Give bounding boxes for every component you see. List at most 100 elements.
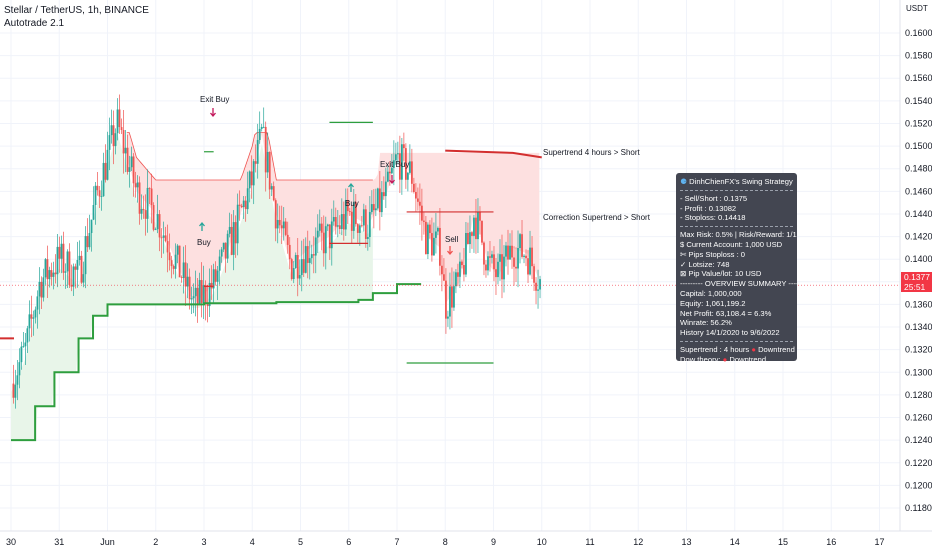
candle — [122, 129, 125, 154]
candle — [124, 147, 127, 154]
candle — [162, 235, 165, 238]
candle — [439, 227, 441, 266]
candle — [268, 151, 271, 190]
candle — [208, 282, 211, 307]
candle — [238, 204, 241, 206]
price-tick-label: 0.1220 — [905, 458, 932, 468]
candle — [461, 261, 463, 266]
time-tick-label: 17 — [874, 537, 884, 547]
candle — [453, 286, 455, 308]
candle — [348, 211, 351, 212]
candle — [202, 285, 205, 303]
candle — [334, 217, 337, 227]
candle — [258, 128, 261, 140]
dow-status-value: Downtrend — [729, 354, 767, 364]
price-unit: USDT — [906, 4, 928, 13]
time-tick-label: 14 — [730, 537, 740, 547]
buy-arrow-icon — [199, 221, 205, 231]
candle — [533, 266, 535, 283]
candle — [427, 224, 429, 255]
candle — [485, 264, 487, 271]
candle — [471, 232, 473, 236]
time-tick-label: 15 — [778, 537, 788, 547]
candle — [176, 245, 179, 255]
candle — [328, 224, 331, 249]
candle — [230, 226, 233, 255]
candle — [88, 233, 91, 248]
candle — [96, 185, 99, 191]
candle — [513, 257, 515, 267]
price-tick-label: 0.1480 — [905, 164, 932, 174]
supertrend-status: Supertrend : 4 hours ● Downtrend — [680, 344, 795, 355]
price-tick-label: 0.1260 — [905, 413, 932, 423]
candle — [30, 314, 33, 319]
candle — [336, 225, 339, 227]
candle — [48, 270, 51, 280]
candle — [60, 243, 63, 259]
time-tick-label: 10 — [537, 537, 547, 547]
candle — [429, 224, 431, 234]
risk-line: ✓ Lotsize: 748 — [680, 259, 730, 269]
exit-buy-label-1: Exit Buy — [200, 95, 229, 104]
candle — [372, 204, 375, 211]
overview-line: Winrate: 56.2% — [680, 318, 732, 328]
exit-arrow-icon — [389, 175, 395, 185]
candle — [535, 282, 537, 291]
candle — [184, 262, 187, 287]
candle — [20, 346, 23, 363]
current-price: 0.1377 — [904, 272, 930, 282]
candle — [497, 261, 499, 278]
candle — [244, 200, 247, 210]
dow-status-label: Dow theory: — [680, 354, 721, 364]
candle — [194, 287, 197, 297]
indicator-name[interactable]: Autotrade 2.1 — [4, 18, 65, 29]
divider — [680, 189, 793, 191]
candle — [322, 232, 325, 254]
candle — [302, 259, 305, 273]
price-axis: 0.1600 0.1580 0.1560 0.1540 0.1520 0.1500 0.14… — [899, 0, 932, 531]
candle — [232, 222, 235, 255]
candle — [433, 237, 435, 256]
candle — [388, 171, 391, 174]
supertrend-status-value: Downtrend — [758, 344, 795, 354]
candle — [515, 266, 517, 269]
candle — [108, 135, 111, 150]
candle — [501, 254, 503, 280]
candle — [242, 200, 245, 208]
candle — [210, 282, 213, 289]
price-tick-label: 0.1560 — [905, 73, 932, 83]
candle — [346, 200, 349, 212]
candle — [404, 148, 407, 180]
candle — [204, 285, 207, 305]
candle — [152, 205, 155, 230]
candle — [318, 223, 321, 231]
down-dot-icon: ● — [751, 344, 756, 354]
candle — [527, 258, 529, 275]
candle — [521, 234, 523, 257]
candle — [449, 286, 451, 317]
candle — [140, 209, 143, 214]
candle — [354, 202, 357, 225]
time-tick-label: 31 — [54, 537, 64, 547]
candle — [487, 256, 489, 271]
candle — [278, 219, 281, 226]
sell-label: Sell — [445, 235, 459, 244]
price-tick-label: 0.1580 — [905, 51, 932, 61]
candle — [499, 254, 501, 262]
candle — [72, 266, 75, 287]
candle — [40, 281, 43, 298]
candle — [94, 185, 97, 205]
candle — [102, 162, 105, 197]
panel-title: ⚈ DinhChienFX's Swing Strategy — [680, 177, 793, 187]
candle — [378, 188, 381, 213]
trailing-stop-line — [126, 132, 373, 181]
bar-countdown: 25:51 — [904, 282, 926, 292]
candle — [437, 227, 439, 232]
candle — [252, 161, 255, 186]
risk-line: Max Risk: 0.5% | Risk/Reward: 1/1 — [680, 230, 797, 240]
candle — [491, 254, 493, 258]
candle — [298, 275, 301, 279]
candle — [186, 276, 189, 287]
candle — [28, 314, 31, 329]
